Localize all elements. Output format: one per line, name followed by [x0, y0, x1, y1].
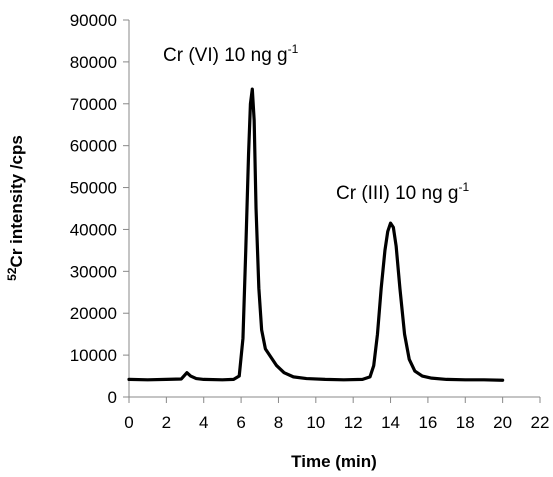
- y-axis-title-superscript: 52: [5, 267, 19, 281]
- x-tick-label: 12: [344, 413, 363, 432]
- x-axis: 0 2 4 6 8 10 12 14 16 18 20 22: [124, 396, 550, 432]
- annotation-cr-vi: Cr (VI) 10 ng g-1: [163, 42, 299, 66]
- series-line-chromium-signal: [127, 87, 505, 382]
- y-tick-label: 40000: [70, 220, 117, 239]
- y-tick-label: 60000: [70, 137, 117, 156]
- y-tick-label: 20000: [70, 304, 117, 323]
- y-tick-label: 50000: [70, 179, 117, 198]
- y-tick-label: 90000: [70, 11, 117, 30]
- x-tick-label: 18: [456, 413, 475, 432]
- x-tick-label: 10: [306, 413, 325, 432]
- y-tick-label: 80000: [70, 53, 117, 72]
- annotation-cr-vi-superscript: -1: [288, 42, 299, 56]
- x-axis-title: Time (min): [291, 452, 377, 471]
- annotation-cr-iii-text: Cr (III) 10 ng g: [336, 183, 459, 204]
- x-tick-label: 20: [493, 413, 512, 432]
- x-tick-label: 16: [418, 413, 437, 432]
- y-axis-title: 52Cr intensity /cps: [5, 135, 26, 281]
- x-tick-label: 2: [162, 413, 171, 432]
- annotation-cr-iii-superscript: -1: [459, 180, 470, 194]
- y-tick-label: 30000: [70, 262, 117, 281]
- y-axis-title-main: Cr intensity /cps: [7, 135, 26, 267]
- x-tick-label: 0: [124, 413, 133, 432]
- x-tick-label: 22: [531, 413, 550, 432]
- x-tick-label: 4: [199, 413, 208, 432]
- x-tick-label: 6: [236, 413, 245, 432]
- y-tick-label: 0: [108, 388, 117, 407]
- x-tick-label: 8: [274, 413, 283, 432]
- annotation-cr-iii: Cr (III) 10 ng g-1: [336, 180, 469, 204]
- annotation-cr-vi-text: Cr (VI) 10 ng g: [163, 45, 288, 66]
- y-tick-label: 10000: [70, 346, 117, 365]
- y-axis: 0 10000 20000 30000 40000 50000 60000 70000 8000…: [70, 11, 130, 407]
- x-tick-label: 14: [381, 413, 400, 432]
- y-tick-label: 70000: [70, 95, 117, 114]
